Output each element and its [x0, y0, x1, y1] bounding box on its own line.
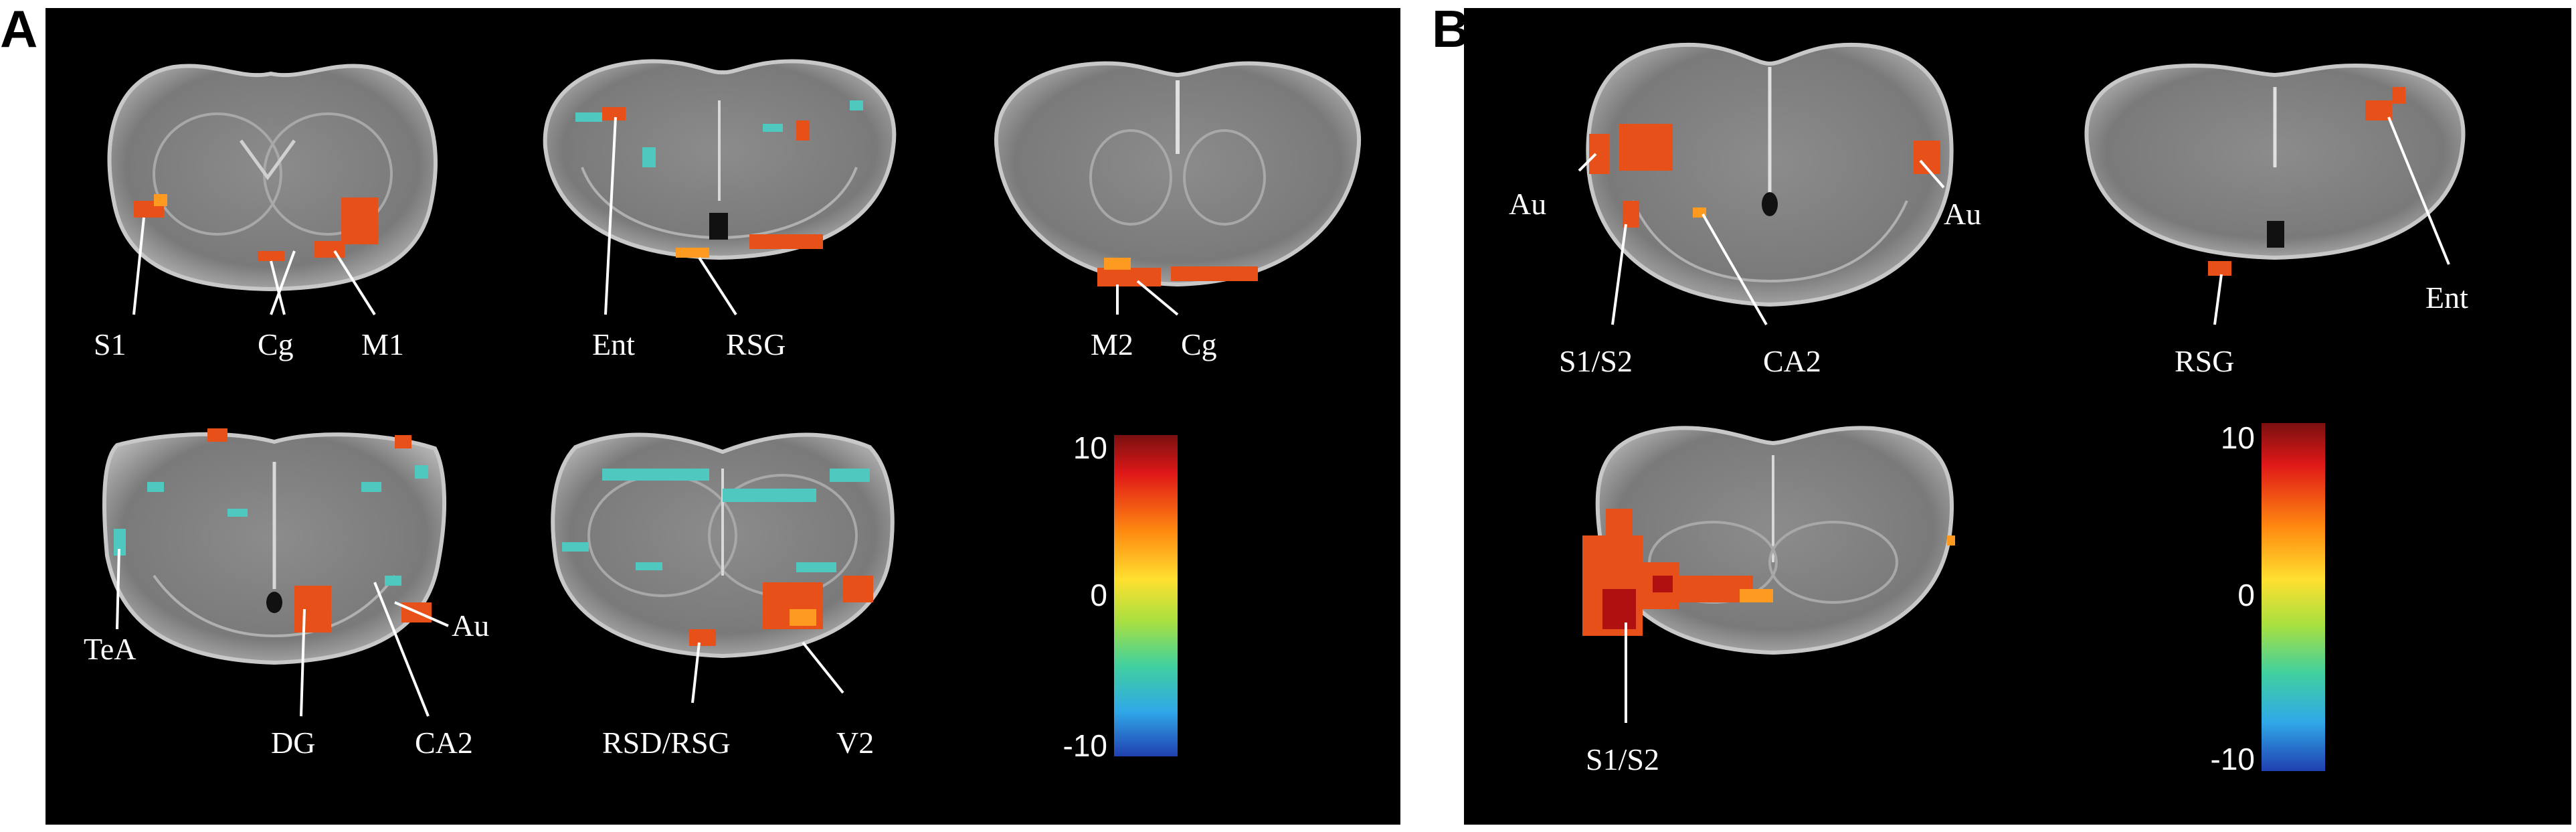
colorbar-min-label: -10 [2211, 742, 2255, 776]
label-rsg: RSG [726, 327, 786, 361]
label-ent: Ent [2425, 280, 2468, 315]
label-s1: S1 [94, 327, 126, 361]
brain-slice [1595, 426, 1954, 655]
panel-a-colorbar: 10 0 -10 [1063, 430, 1178, 763]
label-s1-s2: S1/S2 [1559, 344, 1633, 378]
panel-b-labels: Au Au S1/S2 CA2 RSG Ent S1/S2 [1509, 187, 2468, 776]
brain-slice [551, 432, 895, 659]
panel-b-peak-activations [1602, 576, 1673, 629]
panel-a-labels: S1 Cg M1 Ent RSG M2 Cg TeA DG CA2 Au RSD… [84, 327, 1217, 760]
label-s1-s2: S1/S2 [1586, 742, 1659, 776]
panel-a-cold-activations [114, 100, 870, 586]
panel-b-letter: B [1432, 0, 1470, 58]
label-dg: DG [271, 726, 315, 760]
label-m2: M2 [1091, 327, 1133, 361]
colorbar-max-label: 10 [1073, 430, 1107, 465]
label-cg: Cg [258, 327, 294, 361]
colorbar-mid-label: 0 [2237, 578, 2255, 612]
panel-a-warm-activations [154, 194, 1131, 626]
label-au: Au [1944, 197, 1981, 231]
colorbar-max-label: 10 [2221, 420, 2255, 455]
panel-b-colorbar: 10 0 -10 [2211, 420, 2325, 776]
label-v2: V2 [836, 726, 874, 760]
label-cg: Cg [1181, 327, 1217, 361]
label-rsg: RSG [2175, 344, 2234, 378]
label-au: Au [1509, 187, 1546, 221]
brain-slice [102, 432, 447, 665]
brain-slice [543, 59, 897, 260]
label-rsd-rsg: RSD/RSG [602, 726, 731, 760]
label-au: Au [452, 608, 489, 643]
label-ent: Ent [592, 327, 635, 361]
colorbar-min-label: -10 [1063, 728, 1107, 763]
panel-b-hot-activations [1582, 87, 2405, 636]
panel-a-hot-activations [134, 107, 1258, 646]
brain-slice [1586, 42, 1954, 307]
label-ca2: CA2 [415, 726, 473, 760]
panel-a-letter: A [0, 0, 38, 58]
label-tea: TeA [84, 632, 136, 666]
colorbar-mid-label: 0 [1090, 578, 1107, 612]
label-ca2: CA2 [1763, 344, 1821, 378]
panel-b-leader-lines [1578, 116, 2450, 723]
label-m1: M1 [361, 327, 404, 361]
brain-slice [994, 61, 1362, 287]
panel-b-slices [1586, 42, 2466, 655]
panel-a-leader-lines [116, 116, 1179, 717]
